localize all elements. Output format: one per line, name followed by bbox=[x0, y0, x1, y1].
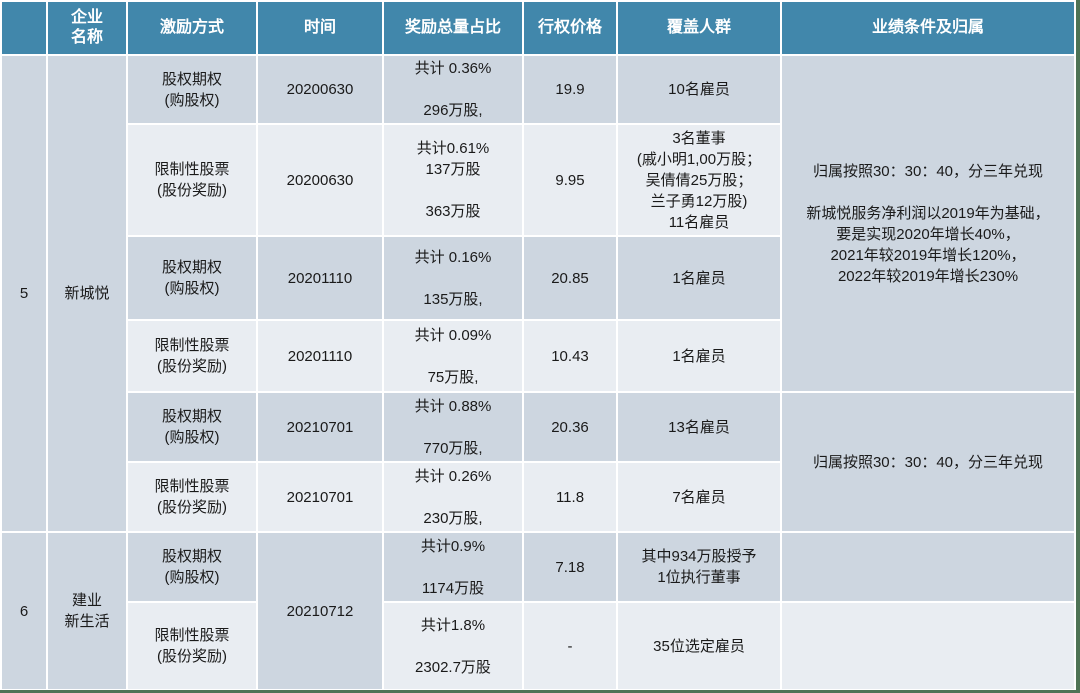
cell-amount: 共计 0.88% 770万股, bbox=[384, 393, 522, 461]
table-row: 限制性股票 (股份奖励) 20201110 共计 0.09% 75万股, 10.… bbox=[2, 321, 1074, 391]
header-cell-performance: 业绩条件及归属 bbox=[782, 2, 1074, 54]
cell-time: 20201110 bbox=[258, 321, 382, 391]
table-row: 限制性股票 (股份奖励) 20210701 共计 0.26% 230万股, 11… bbox=[2, 463, 1074, 531]
cell-price: 20.36 bbox=[524, 393, 616, 461]
cell-method: 股权期权 (购股权) bbox=[128, 237, 256, 319]
cell-performance-row-7 bbox=[782, 533, 1074, 601]
cell-time: 20200630 bbox=[258, 56, 382, 123]
cell-amount: 共计 0.26% 230万股, bbox=[384, 463, 522, 531]
table-row: 股权期权 (购股权) 20201110 共计 0.16% 135万股, 20.8… bbox=[2, 237, 1074, 319]
header-cell-company: 企业 名称 bbox=[48, 2, 126, 54]
header-cell-coverage: 覆盖人群 bbox=[618, 2, 780, 54]
cell-price: 11.8 bbox=[524, 463, 616, 531]
table-row: 限制性股票 (股份奖励) 共计1.8% 2302.7万股 - 35位选定雇员 bbox=[2, 603, 1074, 689]
cell-time-merged: 20210712 bbox=[258, 533, 382, 689]
cell-coverage: 1名雇员 bbox=[618, 237, 780, 319]
header-cell-method: 激励方式 bbox=[128, 2, 256, 54]
cell-coverage: 35位选定雇员 bbox=[618, 603, 780, 689]
table-row: 6 建业 新生活 股权期权 (购股权) 20210712 共计0.9% 1174… bbox=[2, 533, 1074, 689]
cell-price: 20.85 bbox=[524, 237, 616, 319]
cell-coverage: 7名雇员 bbox=[618, 463, 780, 531]
cell-method: 限制性股票 (股份奖励) bbox=[128, 125, 256, 235]
row-index-6: 6 bbox=[2, 533, 46, 689]
table-row: 5 新城悦 股权期权 (购股权) 20200630 共计 0.36% 296万股… bbox=[2, 56, 1074, 531]
cell-method: 股权期权 (购股权) bbox=[128, 393, 256, 461]
company-name-6: 建业 新生活 bbox=[48, 533, 126, 689]
cell-time: 20200630 bbox=[258, 125, 382, 235]
cell-method: 股权期权 (购股权) bbox=[128, 56, 256, 123]
cell-price: 10.43 bbox=[524, 321, 616, 391]
cell-time: 20201110 bbox=[258, 237, 382, 319]
cell-performance-rows-5-6: 归属按照30：30：40，分三年兑现 bbox=[782, 393, 1074, 531]
company-name-5: 新城悦 bbox=[48, 56, 126, 531]
cell-performance-row-8 bbox=[782, 603, 1074, 689]
table-row: 股权期权 (购股权) 20210701 共计 0.88% 770万股, 20.3… bbox=[2, 393, 1074, 531]
cell-coverage: 1名雇员 bbox=[618, 321, 780, 391]
cell-method: 限制性股票 (股份奖励) bbox=[128, 463, 256, 531]
cell-price: 19.9 bbox=[524, 56, 616, 123]
header-cell-amount: 奖励总量占比 bbox=[384, 2, 522, 54]
cell-amount: 共计 0.16% 135万股, bbox=[384, 237, 522, 319]
cell-amount: 共计 0.36% 296万股, bbox=[384, 56, 522, 123]
cell-coverage: 13名雇员 bbox=[618, 393, 780, 461]
cell-coverage: 10名雇员 bbox=[618, 56, 780, 123]
cell-coverage: 其中934万股授予 1位执行董事 bbox=[618, 533, 780, 601]
cell-amount: 共计 0.09% 75万股, bbox=[384, 321, 522, 391]
header-cell-time: 时间 bbox=[258, 2, 382, 54]
cell-performance-rows-1-4: 归属按照30：30：40，分三年兑现 新城悦服务净利润以2019年为基础， 要是… bbox=[782, 56, 1074, 391]
cell-amount: 共计0.9% 1174万股 bbox=[384, 533, 522, 601]
cell-time: 20210701 bbox=[258, 393, 382, 461]
cell-price: 9.95 bbox=[524, 125, 616, 235]
cell-price: 7.18 bbox=[524, 533, 616, 601]
cell-method: 限制性股票 (股份奖励) bbox=[128, 321, 256, 391]
cell-time: 20210701 bbox=[258, 463, 382, 531]
row-index-5: 5 bbox=[2, 56, 46, 531]
header-cell-index bbox=[2, 2, 46, 54]
cell-method: 限制性股票 (股份奖励) bbox=[128, 603, 256, 689]
cell-method: 股权期权 (购股权) bbox=[128, 533, 256, 601]
header-cell-price: 行权价格 bbox=[524, 2, 616, 54]
cell-amount: 共计0.61% 137万股 363万股 bbox=[384, 125, 522, 235]
cell-coverage: 3名董事 (戚小明1,00万股； 吴倩倩25万股； 兰子勇12万股) 11名雇员 bbox=[618, 125, 780, 235]
cell-amount: 共计1.8% 2302.7万股 bbox=[384, 603, 522, 689]
cell-price: - bbox=[524, 603, 616, 689]
table-row: 限制性股票 (股份奖励) 20200630 共计0.61% 137万股 363万… bbox=[2, 125, 1074, 235]
header-row: 企业 名称 激励方式 时间 奖励总量占比 行权价格 覆盖人群 业绩条件及归属 bbox=[2, 2, 1074, 54]
